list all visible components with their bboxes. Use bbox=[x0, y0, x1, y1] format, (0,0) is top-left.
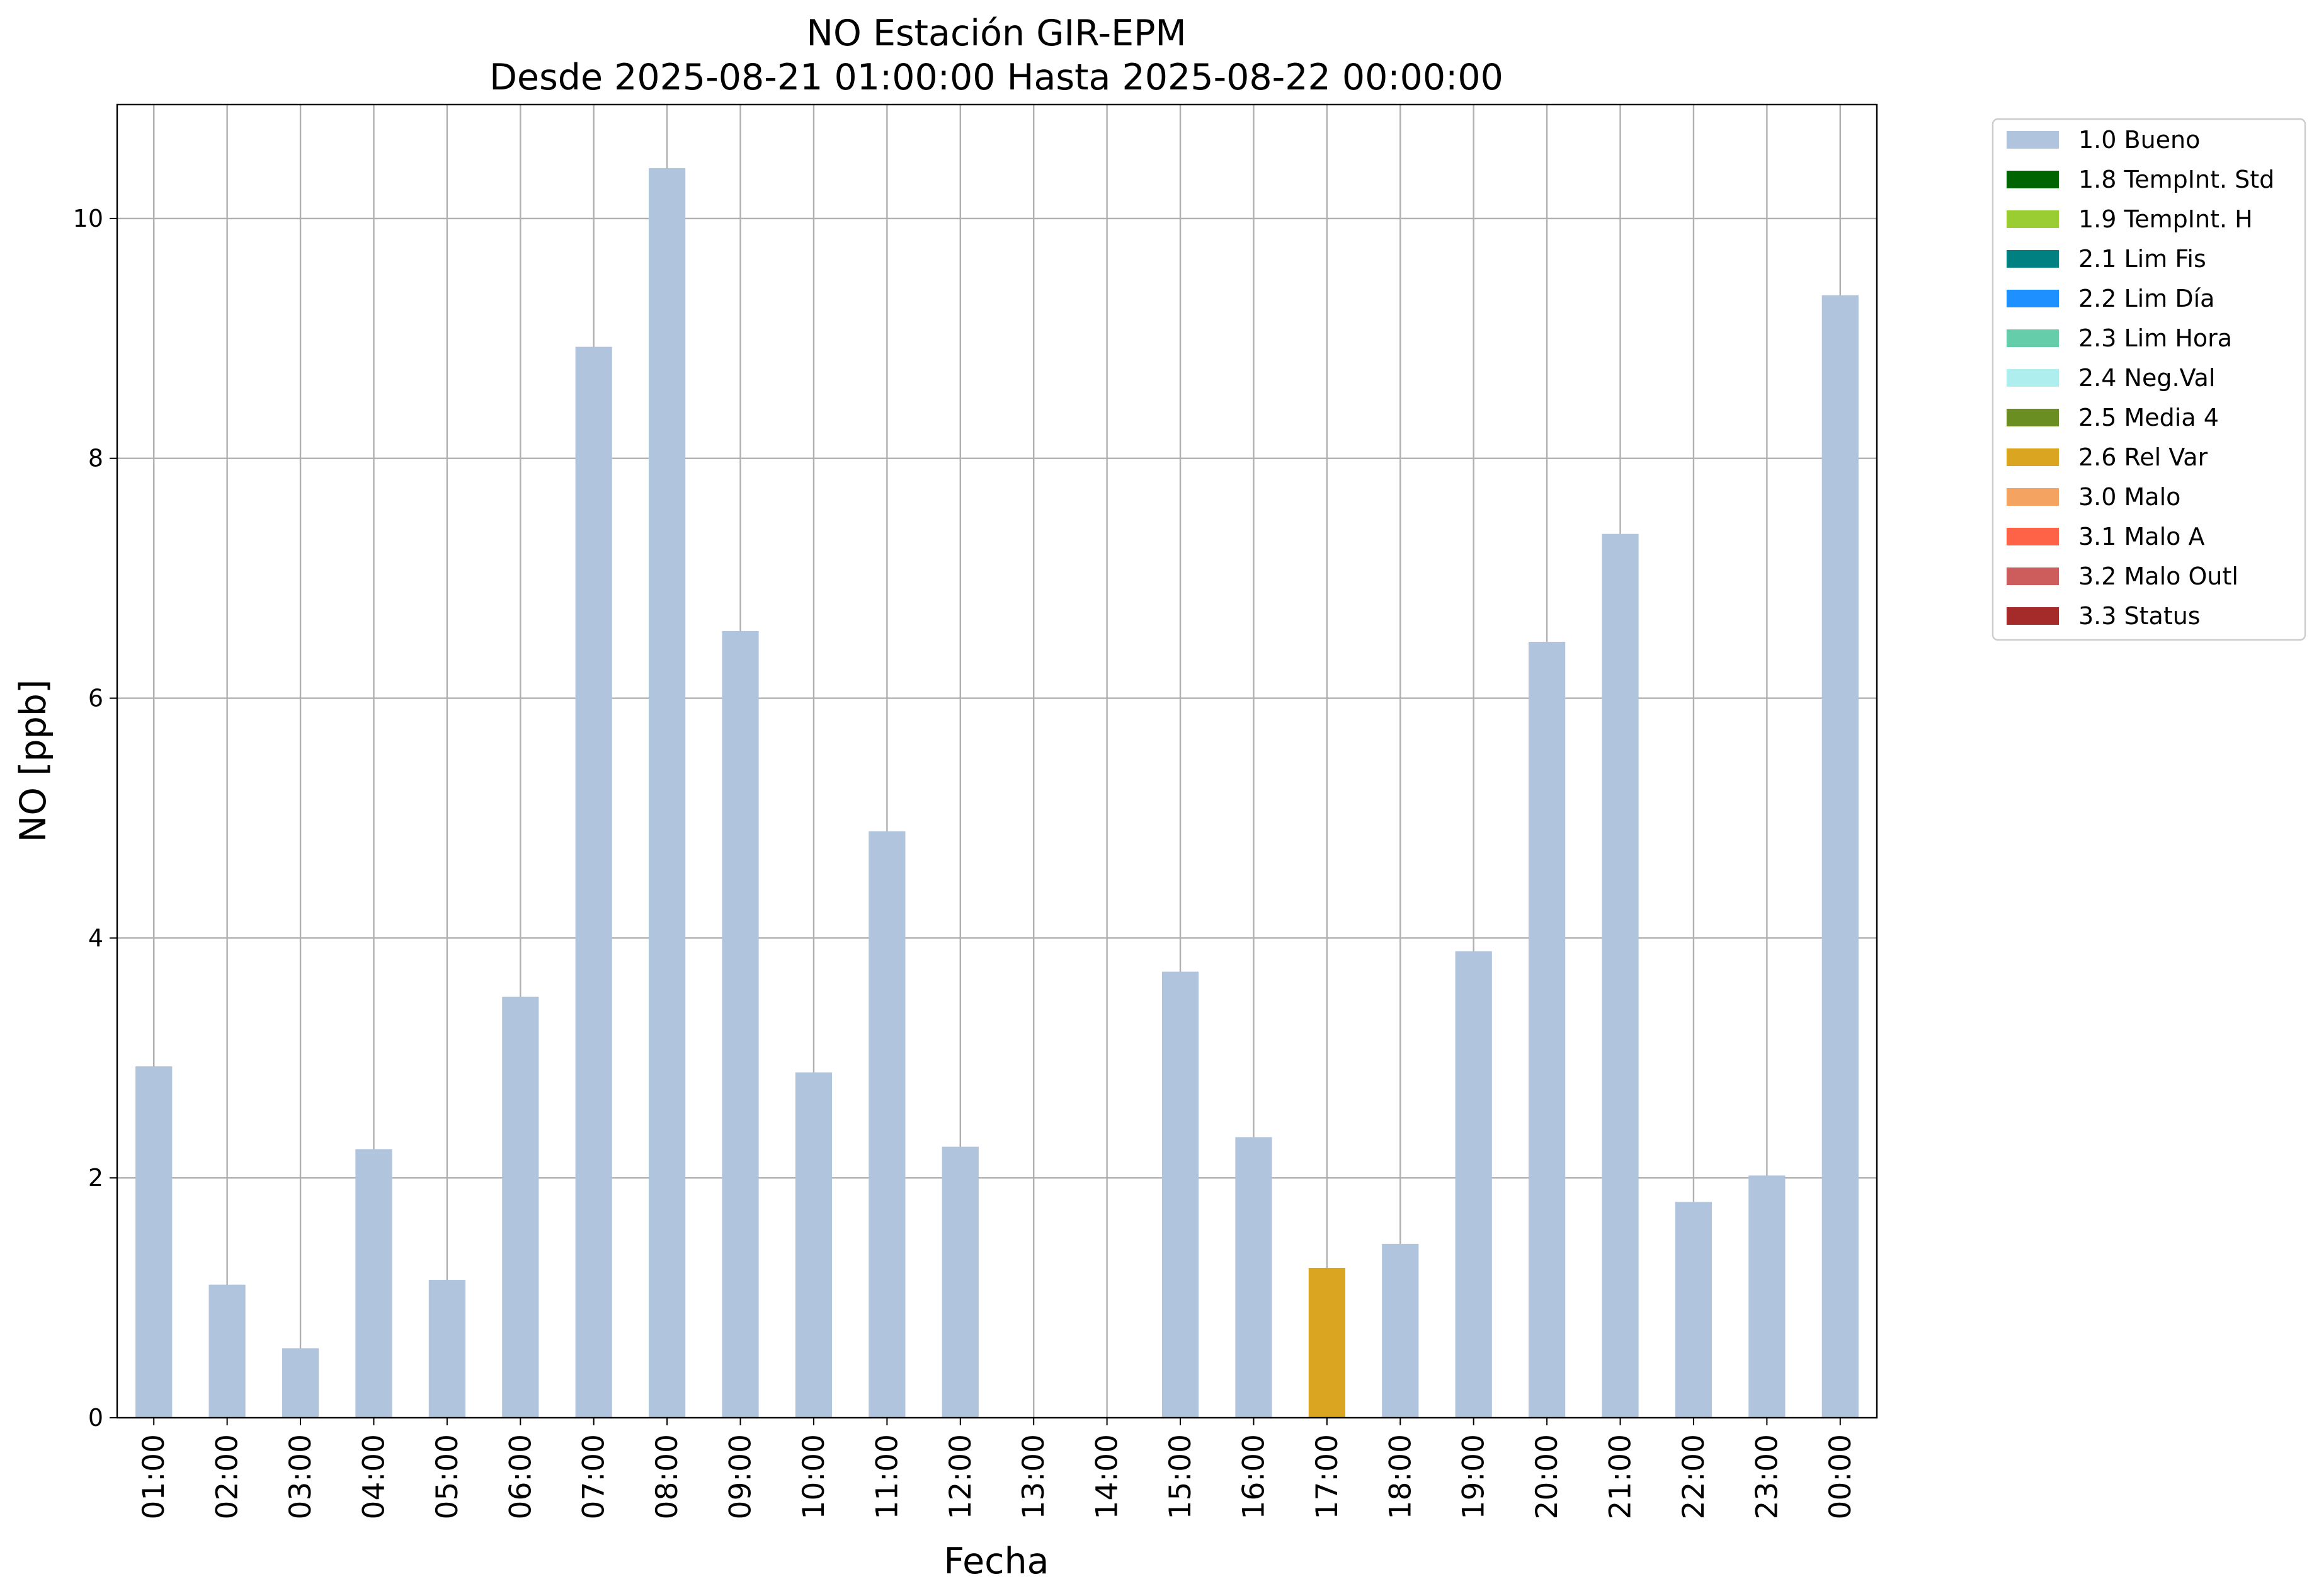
chart-title: NO Estación GIR-EPM bbox=[806, 13, 1186, 54]
x-tick-label: 17:00 bbox=[1310, 1434, 1345, 1519]
bar-1100 bbox=[869, 831, 906, 1418]
x-tick-label: 18:00 bbox=[1383, 1434, 1418, 1519]
bar-2000 bbox=[1529, 642, 1566, 1418]
x-tick-label: 03:00 bbox=[283, 1434, 318, 1519]
bar-1200 bbox=[942, 1146, 979, 1418]
legend: 1.0 Bueno 1.8 TempInt. Std 1.9 TempInt. H 2… bbox=[1991, 118, 2306, 641]
bars bbox=[135, 168, 1859, 1418]
legend-label: 3.0 Malo bbox=[2078, 483, 2180, 511]
legend-label: 2.5 Media 4 bbox=[2078, 404, 2219, 431]
bar-0200 bbox=[208, 1284, 246, 1418]
legend-swatch bbox=[2007, 210, 2059, 228]
x-tick-label: 10:00 bbox=[797, 1434, 831, 1519]
bar-0500 bbox=[428, 1280, 465, 1418]
plot-frame bbox=[116, 103, 1878, 1419]
legend-swatch bbox=[2007, 290, 2059, 307]
legend-label: 2.2 Lim Día bbox=[2078, 285, 2214, 312]
bar-1600 bbox=[1235, 1137, 1272, 1418]
bar-0000 bbox=[1821, 295, 1859, 1418]
x-tick-label: 04:00 bbox=[356, 1434, 391, 1519]
x-tick-label: 23:00 bbox=[1750, 1434, 1784, 1519]
x-tick-label: 08:00 bbox=[650, 1434, 685, 1519]
legend-label: 3.3 Status bbox=[2078, 602, 2201, 630]
x-tick-label: 00:00 bbox=[1823, 1434, 1858, 1519]
bar-2200 bbox=[1675, 1202, 1712, 1418]
legend-swatch bbox=[2007, 250, 2059, 268]
x-tick-label: 13:00 bbox=[1017, 1434, 1051, 1519]
bar-0300 bbox=[282, 1348, 319, 1418]
legend-label: 2.4 Neg.Val bbox=[2078, 364, 2215, 392]
x-tick-label: 01:00 bbox=[137, 1434, 171, 1519]
legend-swatch bbox=[2007, 448, 2059, 466]
legend-swatch bbox=[2007, 488, 2059, 506]
bar-0900 bbox=[722, 630, 759, 1418]
bar-1900 bbox=[1455, 951, 1492, 1418]
legend-swatch bbox=[2007, 171, 2059, 188]
x-tick-label: 22:00 bbox=[1677, 1434, 1711, 1519]
bar-0100 bbox=[135, 1066, 173, 1418]
y-axis-label: NO [ppb] bbox=[13, 680, 54, 843]
x-tick-label: 06:00 bbox=[503, 1434, 538, 1519]
legend-label: 2.1 Lim Fis bbox=[2078, 245, 2206, 273]
x-tick-label: 07:00 bbox=[577, 1434, 612, 1519]
bar-0700 bbox=[575, 346, 612, 1418]
bar-1800 bbox=[1382, 1243, 1419, 1418]
x-axis-label: Fecha bbox=[943, 1541, 1049, 1582]
legend-frame bbox=[1991, 118, 2306, 641]
x-tick-label: 14:00 bbox=[1090, 1434, 1125, 1519]
x-axis: 01:00 02:00 03:00 04:00 05:00 06:00 07:00 08:00… bbox=[137, 1418, 1858, 1519]
legend-swatch bbox=[2007, 329, 2059, 347]
legend-label: 1.0 Bueno bbox=[2078, 126, 2200, 154]
chart-subtitle: Desde 2025-08-21 01:00:00 Hasta 2025-08-… bbox=[489, 57, 1503, 98]
y-tick-label: 4 bbox=[88, 924, 103, 952]
x-tick-label: 19:00 bbox=[1457, 1434, 1491, 1519]
bar-2300 bbox=[1748, 1175, 1786, 1418]
legend-swatch bbox=[2007, 607, 2059, 625]
legend-swatch bbox=[2007, 369, 2059, 387]
legend-label: 2.6 Rel Var bbox=[2078, 443, 2208, 471]
y-axis: 0 2 4 6 8 10 bbox=[73, 205, 117, 1432]
bar-0600 bbox=[502, 996, 539, 1418]
bar-2100 bbox=[1602, 533, 1639, 1418]
x-tick-label: 05:00 bbox=[430, 1434, 465, 1519]
x-tick-label: 21:00 bbox=[1604, 1434, 1638, 1519]
x-tick-label: 16:00 bbox=[1236, 1434, 1271, 1519]
legend-label: 1.8 TempInt. Std bbox=[2078, 166, 2274, 193]
legend-label: 1.9 TempInt. H bbox=[2078, 205, 2253, 233]
y-tick-label: 6 bbox=[88, 685, 103, 712]
legend-label: 2.3 Lim Hora bbox=[2078, 324, 2232, 352]
x-tick-label: 02:00 bbox=[210, 1434, 245, 1519]
bar-1000 bbox=[795, 1072, 833, 1418]
bar-1700 bbox=[1308, 1267, 1345, 1418]
legend-swatch bbox=[2007, 409, 2059, 426]
legend-label: 3.1 Malo A bbox=[2078, 523, 2204, 550]
legend-swatch bbox=[2007, 131, 2059, 149]
x-tick-label: 11:00 bbox=[870, 1434, 904, 1519]
y-tick-label: 2 bbox=[88, 1164, 103, 1192]
legend-swatch bbox=[2007, 528, 2059, 545]
legend-label: 3.2 Malo Outl bbox=[2078, 562, 2238, 590]
y-tick-label: 0 bbox=[88, 1404, 103, 1432]
bar-1500 bbox=[1161, 971, 1199, 1418]
bar-0400 bbox=[355, 1149, 392, 1418]
bar-0800 bbox=[649, 168, 686, 1418]
x-tick-label: 15:00 bbox=[1163, 1434, 1198, 1519]
x-tick-label: 12:00 bbox=[943, 1434, 978, 1519]
y-tick-label: 8 bbox=[88, 445, 103, 472]
y-tick-label: 10 bbox=[73, 205, 103, 232]
legend-swatch bbox=[2007, 567, 2059, 585]
x-tick-label: 20:00 bbox=[1530, 1434, 1564, 1519]
x-tick-label: 09:00 bbox=[724, 1434, 758, 1519]
